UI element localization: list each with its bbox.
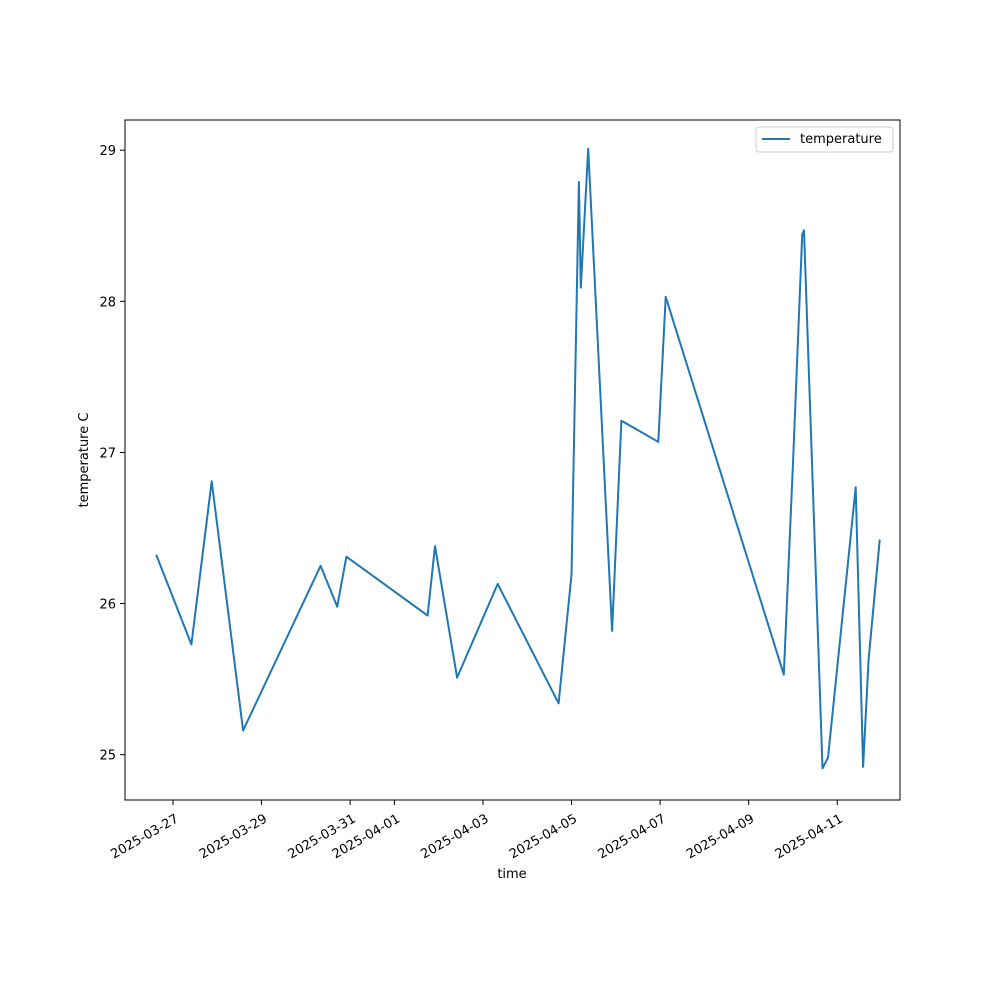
data-point	[611, 630, 613, 632]
legend-box	[755, 126, 894, 153]
data-point	[620, 419, 623, 422]
data-point	[867, 658, 870, 661]
y-tick-label: 28	[99, 295, 116, 310]
series-temperature	[155, 147, 881, 770]
data-point	[580, 286, 582, 289]
data-point	[345, 555, 348, 558]
plot-area	[155, 147, 881, 770]
axes-frame	[124, 119, 901, 801]
legend: temperature	[755, 126, 894, 153]
x-axis-title: time	[497, 867, 526, 882]
data-point	[664, 296, 667, 298]
data-point	[557, 702, 560, 705]
y-tick-label: 26	[99, 598, 116, 613]
data-point	[578, 181, 580, 183]
data-point	[570, 574, 573, 576]
series-line	[155, 147, 881, 770]
data-point	[827, 756, 829, 759]
data-point	[657, 441, 660, 443]
data-point	[210, 480, 213, 483]
legend-label: temperature	[800, 132, 882, 147]
data-point	[190, 643, 193, 646]
data-point	[242, 729, 244, 732]
y-axis: 25 26 27 28 29	[99, 144, 125, 764]
data-point	[878, 539, 881, 541]
data-point	[783, 673, 785, 676]
data-point	[862, 766, 864, 768]
data-point	[792, 462, 794, 464]
data-point	[803, 229, 805, 232]
data-point	[496, 583, 499, 585]
y-tick-label: 25	[99, 749, 116, 764]
data-point	[155, 554, 158, 556]
data-point	[336, 605, 339, 608]
data-point	[434, 545, 436, 547]
data-point	[456, 676, 458, 679]
data-point	[801, 234, 803, 236]
data-point	[821, 767, 824, 770]
data-point	[319, 565, 322, 567]
y-tick-label: 27	[99, 446, 116, 461]
data-point	[854, 486, 857, 489]
data-point	[587, 147, 589, 150]
y-axis-title: temperature C	[77, 413, 92, 508]
y-tick-label: 29	[99, 144, 116, 159]
data-point	[426, 614, 429, 617]
